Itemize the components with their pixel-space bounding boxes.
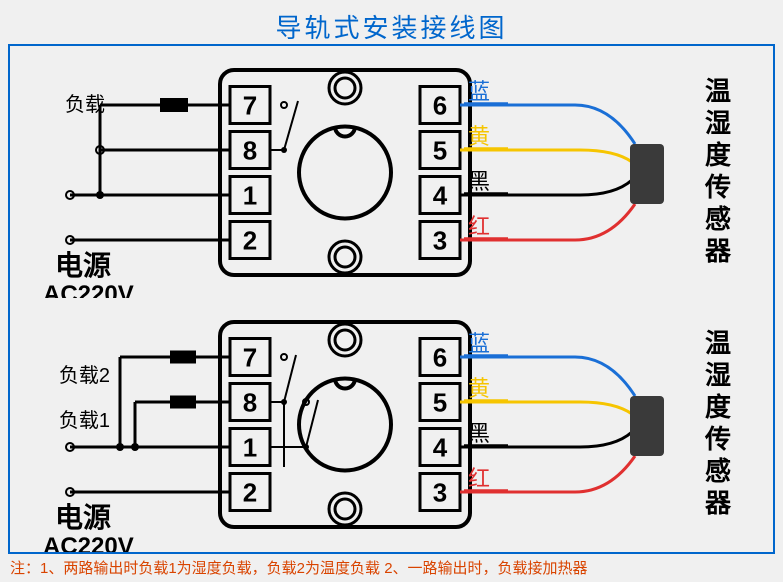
terminal-1: 1: [243, 181, 257, 211]
power-label: 电源: [55, 502, 111, 533]
wire-label-2: 黑: [468, 169, 490, 194]
terminal-1: 1: [243, 433, 257, 463]
power-voltage: AC220V: [43, 281, 134, 298]
load1-label: 负载1: [59, 409, 110, 432]
sensor-title-char-3: 传: [704, 172, 731, 202]
sensor-icon: [630, 144, 664, 204]
terminal-3: 3: [433, 226, 447, 256]
wire-label-1: 黄: [468, 124, 490, 149]
terminal-6: 6: [433, 343, 447, 373]
wire-label-1: 黄: [468, 376, 490, 401]
load2-label: 负载2: [59, 364, 110, 387]
terminal-6: 6: [433, 91, 447, 121]
sensor-title-char-2: 度: [705, 140, 731, 170]
sensor-title-char-5: 器: [704, 236, 732, 266]
terminal-5: 5: [433, 136, 447, 166]
terminal-7: 7: [243, 91, 257, 121]
sensor-title-char-0: 温: [705, 328, 731, 358]
terminal-7: 7: [243, 343, 257, 373]
diagram-title: 导轨式安装接线图: [0, 0, 783, 49]
terminal-3: 3: [433, 478, 447, 508]
load-resistor: [160, 98, 188, 112]
diagram-1: 7 6 8 5 1 4 2 3 电源AC220V 负载 蓝黄黑红 温湿度传感器: [10, 48, 773, 298]
sensor-title-char-3: 传: [704, 424, 731, 454]
sensor-title-char-1: 湿: [705, 108, 731, 138]
load2-resistor: [170, 351, 196, 364]
terminal-2: 2: [243, 226, 257, 256]
load-label: 负载: [65, 93, 105, 116]
terminal-8: 8: [243, 136, 257, 166]
terminal-4: 4: [433, 433, 448, 463]
wire-黄: [460, 150, 632, 162]
wire-黄: [460, 402, 632, 414]
sensor-title-char-1: 湿: [705, 360, 731, 390]
footer-note: 注：1、两路输出时负载1为湿度负载，负载2为温度负载 2、一路输出时，负载接加热…: [10, 557, 773, 578]
terminal-4: 4: [433, 181, 448, 211]
diagram-2: 7 6 8 5 1 4 2 3 电源AC220V 负载2 负载1 蓝黄黑红 温湿度传感器: [10, 300, 773, 552]
power-voltage: AC220V: [43, 533, 134, 552]
sensor-title-char-0: 温: [705, 76, 731, 106]
power-label: 电源: [55, 250, 111, 281]
wire-label-0: 蓝: [468, 79, 490, 104]
sensor-icon: [630, 396, 664, 456]
sensor-title-char-4: 感: [705, 204, 731, 234]
wire-label-2: 黑: [468, 421, 490, 446]
wire-label-0: 蓝: [468, 331, 490, 356]
wire-label-3: 红: [468, 466, 490, 491]
sensor-title-char-2: 度: [705, 392, 731, 422]
terminal-5: 5: [433, 388, 447, 418]
terminal-2: 2: [243, 478, 257, 508]
sensor-title-char-5: 器: [704, 488, 732, 518]
load1-resistor: [170, 396, 196, 409]
wire-label-3: 红: [468, 214, 490, 239]
terminal-8: 8: [243, 388, 257, 418]
sensor-title-char-4: 感: [705, 456, 731, 486]
